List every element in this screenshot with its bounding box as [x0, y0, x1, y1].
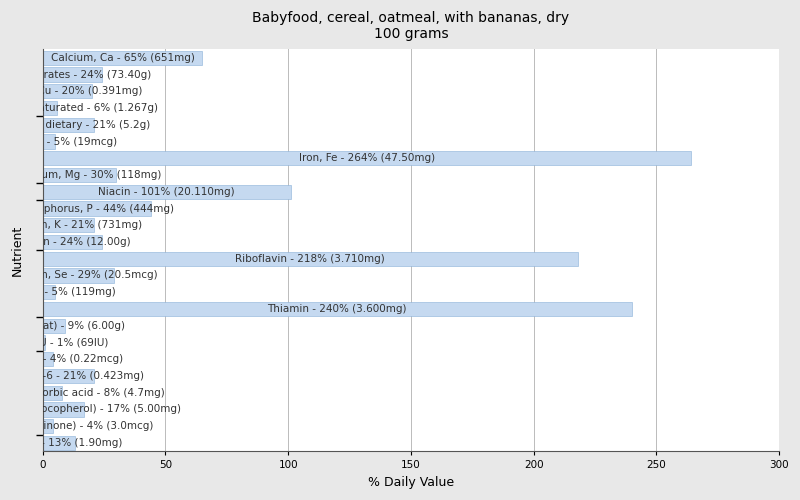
Bar: [42, 386, 62, 400]
Text: Phosphorus, P - 44% (444mg): Phosphorus, P - 44% (444mg): [19, 204, 174, 214]
Bar: [42, 151, 690, 166]
Text: Total lipid (fat) - 9% (6.00g): Total lipid (fat) - 9% (6.00g): [0, 320, 126, 330]
Bar: [42, 118, 94, 132]
Bar: [42, 318, 65, 333]
Y-axis label: Nutrient: Nutrient: [11, 224, 24, 276]
Bar: [42, 268, 114, 282]
Text: Riboflavin - 218% (3.710mg): Riboflavin - 218% (3.710mg): [235, 254, 385, 264]
Text: Sodium, Na - 5% (119mg): Sodium, Na - 5% (119mg): [0, 287, 116, 297]
Bar: [42, 369, 94, 383]
Bar: [42, 252, 578, 266]
Text: Vitamin C, total ascorbic acid - 8% (4.7mg): Vitamin C, total ascorbic acid - 8% (4.7…: [0, 388, 165, 398]
X-axis label: % Daily Value: % Daily Value: [368, 476, 454, 489]
Text: Selenium, Se - 29% (20.5mcg): Selenium, Se - 29% (20.5mcg): [0, 270, 158, 280]
Text: Niacin - 101% (20.110mg): Niacin - 101% (20.110mg): [98, 187, 235, 197]
Text: Fatty acids, total saturated - 6% (1.267g): Fatty acids, total saturated - 6% (1.267…: [0, 103, 158, 113]
Text: Thiamin - 240% (3.600mg): Thiamin - 240% (3.600mg): [267, 304, 407, 314]
Text: Calcium, Ca - 65% (651mg): Calcium, Ca - 65% (651mg): [50, 53, 194, 63]
Bar: [42, 101, 58, 115]
Bar: [42, 134, 55, 148]
Bar: [42, 285, 55, 300]
Text: Vitamin K (phylloquinone) - 4% (3.0mcg): Vitamin K (phylloquinone) - 4% (3.0mcg): [0, 421, 154, 431]
Bar: [42, 50, 202, 65]
Text: Carbohydrates - 24% (73.40g): Carbohydrates - 24% (73.40g): [0, 70, 151, 80]
Text: Vitamin E (alpha-tocopherol) - 17% (5.00mg): Vitamin E (alpha-tocopherol) - 17% (5.00…: [0, 404, 181, 414]
Title: Babyfood, cereal, oatmeal, with bananas, dry
100 grams: Babyfood, cereal, oatmeal, with bananas,…: [252, 11, 570, 42]
Bar: [42, 419, 53, 434]
Text: Fiber, total dietary - 21% (5.2g): Fiber, total dietary - 21% (5.2g): [0, 120, 150, 130]
Text: Copper, Cu - 20% (0.391mg): Copper, Cu - 20% (0.391mg): [0, 86, 142, 97]
Text: Vitamin A, IU - 1% (69IU): Vitamin A, IU - 1% (69IU): [0, 338, 109, 347]
Bar: [42, 218, 94, 232]
Bar: [42, 202, 150, 215]
Bar: [42, 352, 53, 366]
Text: Folate, total - 5% (19mcg): Folate, total - 5% (19mcg): [0, 136, 117, 146]
Bar: [42, 184, 290, 199]
Bar: [42, 436, 74, 450]
Text: Zinc, Zn - 13% (1.90mg): Zinc, Zn - 13% (1.90mg): [0, 438, 122, 448]
Bar: [42, 302, 632, 316]
Bar: [42, 84, 92, 98]
Text: Iron, Fe - 264% (47.50mg): Iron, Fe - 264% (47.50mg): [298, 154, 434, 164]
Text: Vitamin B-6 - 21% (0.423mg): Vitamin B-6 - 21% (0.423mg): [0, 371, 145, 381]
Text: Vitamin B-12 - 4% (0.22mcg): Vitamin B-12 - 4% (0.22mcg): [0, 354, 123, 364]
Bar: [42, 168, 116, 182]
Bar: [42, 402, 85, 416]
Bar: [42, 235, 102, 249]
Bar: [42, 336, 45, 349]
Bar: [42, 68, 102, 82]
Text: Potassium, K - 21% (731mg): Potassium, K - 21% (731mg): [0, 220, 142, 230]
Text: Protein - 24% (12.00g): Protein - 24% (12.00g): [14, 237, 131, 247]
Text: Magnesium, Mg - 30% (118mg): Magnesium, Mg - 30% (118mg): [0, 170, 162, 180]
